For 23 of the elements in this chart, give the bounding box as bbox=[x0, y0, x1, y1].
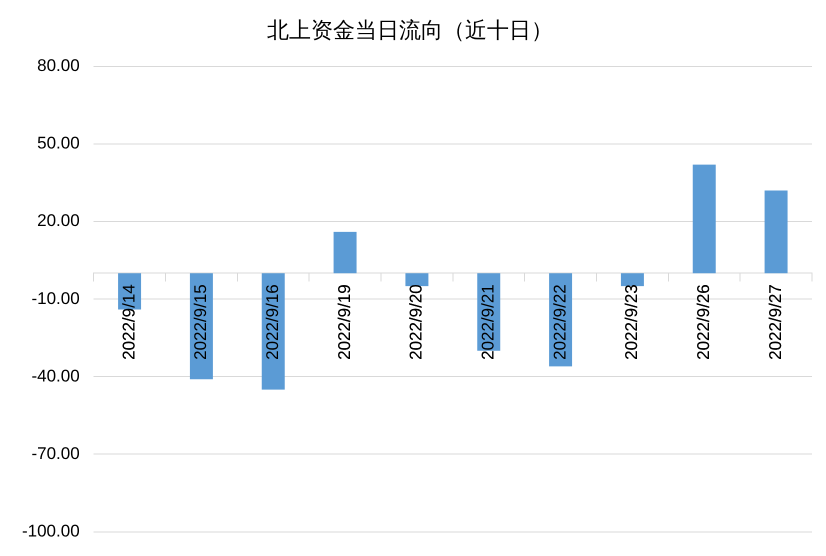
x-tick-label: 2022/9/23 bbox=[622, 284, 642, 360]
y-tick-label: 20.00 bbox=[37, 211, 80, 230]
bar bbox=[620, 273, 644, 286]
y-tick-label: 80.00 bbox=[37, 56, 80, 76]
x-tick-label: 2022/9/16 bbox=[262, 284, 282, 360]
bar bbox=[692, 164, 716, 274]
x-tick-label: 2022/9/26 bbox=[694, 284, 713, 360]
x-tick-label: 2022/9/20 bbox=[406, 284, 426, 360]
y-tick-label: -40.00 bbox=[31, 366, 80, 386]
x-tick-label: 2022/9/15 bbox=[191, 284, 210, 360]
y-tick-label: -100.00 bbox=[22, 521, 80, 540]
bar bbox=[334, 232, 357, 274]
x-tick-label: 2022/9/22 bbox=[550, 284, 570, 360]
chart-title: 北上资金当日流向（近十日） bbox=[267, 17, 553, 42]
x-tick-label: 2022/9/19 bbox=[334, 284, 354, 360]
bar bbox=[405, 273, 428, 286]
x-tick-label: 2022/9/27 bbox=[766, 284, 785, 360]
x-tick-label: 2022/9/21 bbox=[478, 284, 498, 360]
y-tick-label: -10.00 bbox=[31, 288, 80, 308]
x-tick-label: 2022/9/14 bbox=[119, 284, 138, 360]
bar bbox=[764, 190, 788, 274]
y-tick-label: -70.00 bbox=[31, 444, 80, 463]
y-tick-label: 50.00 bbox=[37, 134, 80, 153]
